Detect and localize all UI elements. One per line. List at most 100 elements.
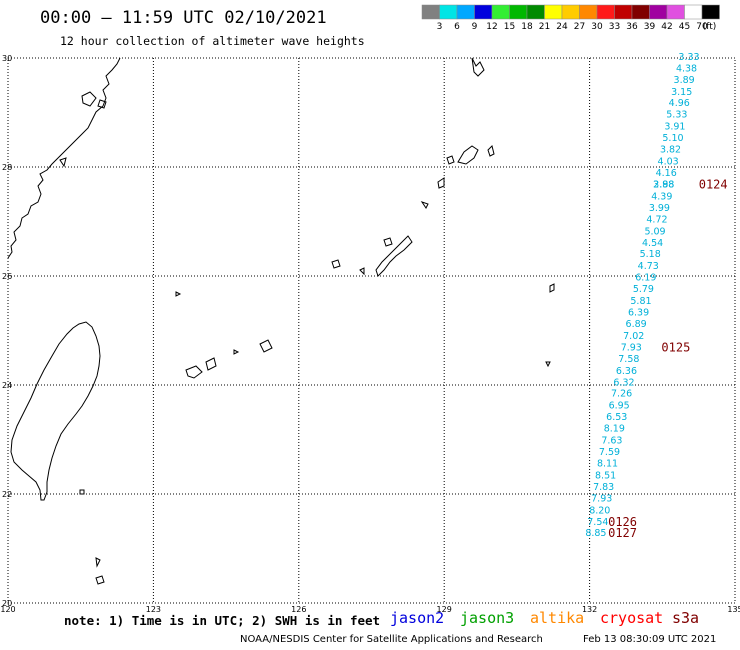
wave-height-value: 4.73 [638,261,659,272]
island-small [175,291,182,297]
legend-swatch [701,4,720,20]
legend-swatch [544,4,563,20]
wave-height-value: 6.36 [616,366,637,377]
wave-height-value: 4.72 [646,214,667,225]
island-iriomote [205,357,217,371]
satellite-jason3: jason3 [460,609,515,627]
coastline-china [7,57,121,259]
wave-height-value: 7.83 [593,482,614,493]
legend-swatch [456,4,475,20]
legend-swatch [561,4,580,20]
longitude-label: 120 [0,605,15,614]
island-small [79,489,85,495]
wave-height-value: 7.93 [621,342,642,353]
legend-label: 33 [609,22,620,32]
legend-swatch [596,4,615,20]
island-small [545,361,551,368]
wave-height-value: 6.95 [609,401,630,412]
island-zhoushan [81,91,97,107]
legend-swatch [666,4,685,20]
wave-height-value: 6.89 [626,319,647,330]
wave-height-value: 5.10 [662,133,683,144]
legend-swatch [579,4,598,20]
island-small [446,155,455,165]
wave-height-value: 6.19 [635,273,656,284]
longitude-label: 129 [437,605,452,614]
wave-height-value: 5.18 [640,249,661,260]
wave-height-value: 4.03 [658,157,679,168]
legend-label: 45 [679,22,690,32]
satellite-jason2: jason2 [390,609,445,627]
wave-height-value: 6.39 [628,308,649,319]
island-ishigaki [185,365,203,379]
legend-label: 36 [626,22,638,32]
island-small [233,349,240,355]
legend-label: 24 [556,22,568,32]
wave-height-value: 5.81 [630,296,651,307]
legend-swatch [649,4,668,20]
wave-height-value: 2.98 [653,179,674,190]
wave-height-value: 5.79 [633,284,654,295]
wave-height-value: 7.58 [618,354,639,365]
credit-text: NOAA/NESDIS Center for Satellite Applica… [240,634,543,645]
island-small [95,575,105,585]
longitude-label: 126 [291,605,306,614]
latitude-label: 30 [2,54,12,63]
lat-lon-grid [8,58,735,603]
latitude-label: 28 [2,163,12,172]
pass-time-label: 0126 [608,515,637,529]
wave-height-value: 8.51 [595,470,616,481]
wave-height-value: 3.99 [649,203,670,214]
legend-label: 9 [472,22,478,32]
legend-label: 21 [539,22,550,32]
satellite-cryosat: cryosat [600,609,664,627]
island-daito [549,283,555,293]
wave-height-value: 3.89 [674,75,695,86]
legend-swatch [509,4,528,20]
legend-swatch [526,4,545,20]
legend-label: 42 [661,22,672,32]
wave-height-value: 8.85 [585,528,606,539]
wave-height-value: 6.53 [606,412,627,423]
legend-label: 15 [504,22,515,32]
legend-label: 12 [486,22,497,32]
longitude-label: 132 [582,605,597,614]
wave-height-value: 8.20 [589,505,610,516]
longitude-label: 135 [727,605,740,614]
wave-height-value: 4.38 [676,63,697,74]
pass-time-label: 0124 [699,177,728,191]
wave-height-value: 8.11 [597,458,618,469]
page-title: 00:00 – 11:59 UTC 02/10/2021 [40,8,327,28]
wave-height-value: 8.19 [604,424,625,435]
satellite-altika: altika [530,609,585,627]
footer-note: note: 1) Time is in UTC; 2) SWH is in fe… [64,613,381,628]
legend-label: 27 [574,22,585,32]
wave-height-value: 4.16 [656,168,677,179]
island-small [59,157,67,168]
page-subtitle: 12 hour collection of altimeter wave hei… [60,34,365,48]
island-tanegashima [457,145,479,165]
wave-height-value: 6.32 [613,377,634,388]
latitude-label: 22 [2,490,12,499]
wave-height-observations: 3.334.383.893.154.965.333.915.103.824.03… [585,52,699,539]
legend-swatch [474,4,493,20]
island-amami [437,177,445,189]
wave-height-value: 3.91 [664,122,685,133]
legend-label: 39 [644,22,656,32]
wave-height-value: 4.96 [669,98,690,109]
satellite-s3a: s3a [672,609,700,627]
coastline-taiwan [10,321,101,501]
wave-height-value: 7.54 [587,517,608,528]
island-small [97,99,107,109]
coastline-kyushu [471,57,485,77]
wave-height-value: 7.26 [611,389,632,400]
legend-swatch [491,4,510,20]
legend-label: 70 [696,22,708,32]
legend-label: 18 [521,22,533,32]
color-legend: 3 6 9 12 15 18 21 24 27 30 33 36 39 42 45 70(ft) [421,4,720,32]
island-small [359,267,365,276]
legend-unit: (ft) [703,22,717,32]
